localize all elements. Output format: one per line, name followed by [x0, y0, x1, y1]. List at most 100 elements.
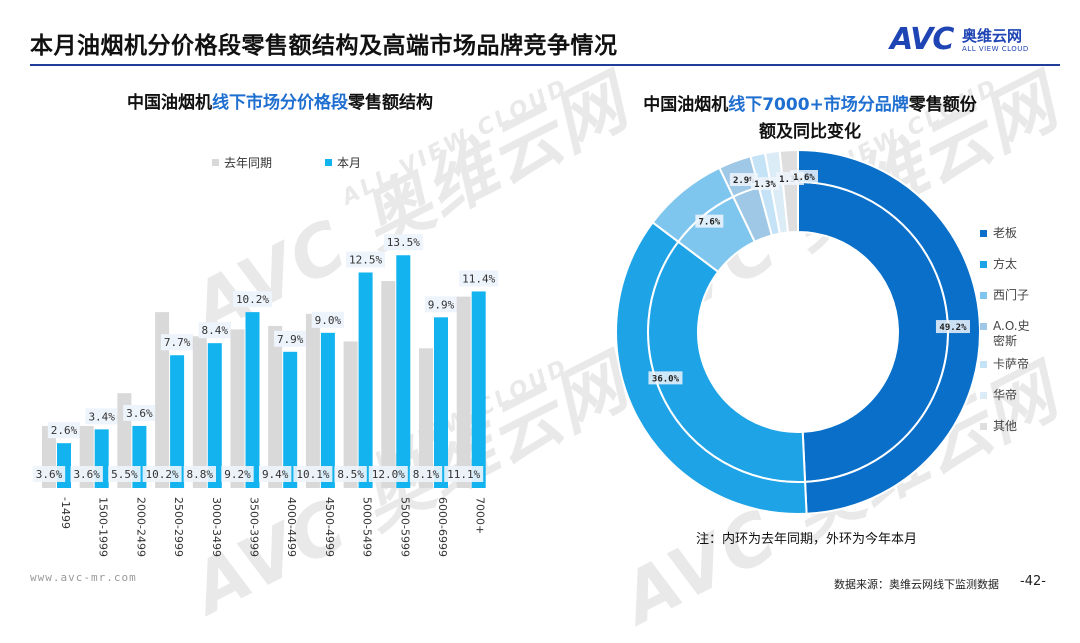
- bar-title-part2: 线下市场分价格段: [212, 93, 348, 113]
- bar-title-part1: 中国油烟机: [127, 93, 212, 113]
- donut-title-line2: 额及同比变化: [759, 122, 861, 142]
- category-label: 6000-6999: [436, 497, 449, 557]
- donut-legend-line: 其他: [993, 419, 1018, 433]
- donut-legend-swatch: [980, 323, 987, 330]
- bar-prev-label: 3.6%: [36, 468, 63, 481]
- logo-mark: AVC: [890, 22, 954, 57]
- category-label: 3000-3499: [210, 497, 223, 557]
- prev-label-bg: [221, 466, 254, 482]
- bar-curr-label: 7.9%: [277, 333, 304, 346]
- donut-legend-swatch: [980, 361, 987, 368]
- donut-legend-line: 方太: [993, 257, 1018, 271]
- legend-this-month: 本月: [325, 154, 361, 171]
- bar-curr-label: 3.4%: [88, 410, 115, 423]
- legend-swatch-prev: [212, 159, 219, 166]
- category-label: 5000-5499: [361, 497, 374, 557]
- donut-legend-item: 华帝: [980, 388, 1070, 403]
- bar-curr-label: 13.5%: [387, 236, 420, 249]
- legend-label-prev: 去年同期: [224, 156, 273, 170]
- bar-curr-label: 7.7%: [164, 336, 191, 349]
- prev-label-bg: [108, 466, 141, 482]
- bar-prev-label: 3.6%: [73, 468, 100, 481]
- bar-this-month: [358, 272, 373, 488]
- bar-chart-title: 中国油烟机线下市场分价格段零售额结构: [40, 90, 520, 117]
- bar-curr-label: 11.4%: [462, 272, 495, 285]
- donut-legend-item: 卡萨帝: [980, 357, 1070, 372]
- prev-label-bg: [183, 466, 216, 482]
- donut-chart: 49.2%36.0%7.6%2.9%1.3%1.3%1.6%: [615, 150, 980, 515]
- donut-slice-label: 7.6%: [699, 218, 721, 228]
- legend-label-curr: 本月: [337, 156, 362, 170]
- donut-legend-swatch: [980, 292, 987, 299]
- donut-title-part2: 线下7000+市场分品牌: [728, 95, 909, 115]
- prev-label-bg: [259, 466, 292, 482]
- title-divider: [30, 64, 1060, 66]
- bar-prev-label: 10.2%: [146, 468, 179, 481]
- category-label: 2500-2999: [172, 497, 185, 557]
- bar-this-month: [170, 355, 185, 488]
- donut-slice-label: 36.0%: [652, 374, 680, 384]
- donut-slice-label: 1.6%: [793, 173, 815, 183]
- bar-curr-label: 2.6%: [51, 424, 78, 437]
- donut-legend-label: 老板: [993, 226, 1037, 241]
- bar-prev-label: 8.1%: [413, 468, 440, 481]
- curr-label-bg: [383, 234, 423, 251]
- donut-legend-item: 老板: [980, 226, 1070, 241]
- prev-label-bg: [368, 466, 408, 482]
- bar-curr-label: 10.2%: [236, 293, 269, 306]
- donut-label-bg: [790, 170, 818, 183]
- donut-legend-line: 密斯: [993, 334, 1018, 348]
- legend-prev-year: 去年同期: [212, 154, 272, 171]
- bar-prev-year: [381, 281, 396, 488]
- donut-label-bg: [729, 172, 758, 186]
- category-label: 2000-2499: [134, 497, 147, 557]
- curr-label-bg: [311, 311, 345, 328]
- donut-title-part3: 零售额份: [908, 95, 977, 115]
- bar-prev-label: 8.8%: [187, 468, 214, 481]
- page-title: 本月油烟机分价格段零售额结构及高端市场品牌竞争情况: [30, 33, 618, 59]
- donut-title-part1: 中国油烟机: [643, 95, 729, 115]
- curr-label-bg: [47, 422, 81, 439]
- category-label: 1500-1999: [97, 497, 110, 557]
- donut-legend-label: 其他: [993, 419, 1037, 434]
- curr-label-bg: [198, 322, 231, 339]
- bar-this-month: [207, 343, 222, 488]
- website-url: www.avc-mr.com: [30, 571, 137, 584]
- donut-legend-swatch: [980, 230, 987, 237]
- legend-swatch-curr: [325, 159, 332, 166]
- bar-prev-label: 5.5%: [111, 468, 138, 481]
- bar-chart: 3.6% 2.6% -1499 3.6% 3.4% 1500-1999 5.5% 3.6% 20…: [32, 234, 499, 557]
- bar-prev-label: 9.4%: [262, 468, 289, 481]
- donut-legend-line: 西门子: [993, 288, 1030, 302]
- curr-label-bg: [123, 404, 156, 421]
- bar-prev-label: 8.5%: [337, 468, 364, 481]
- donut-legend-item: 方太: [980, 257, 1070, 272]
- donut-label-bg: [935, 320, 970, 334]
- prev-label-bg: [444, 466, 484, 482]
- donut-legend-line: A.O.史: [993, 319, 1030, 333]
- bar-title-part3: 零售额结构: [348, 93, 433, 113]
- bar-prev-label: 10.1%: [296, 468, 329, 481]
- bar-prev-year: [155, 312, 170, 488]
- donut-legend-label: A.O.史 密斯: [993, 319, 1037, 349]
- bar-this-month: [471, 291, 486, 488]
- curr-label-bg: [459, 270, 499, 287]
- bar-curr-label: 8.4%: [202, 324, 229, 337]
- bar-prev-year: [192, 336, 207, 488]
- prev-label-bg: [409, 466, 443, 482]
- donut-slice-label: 2.9%: [733, 176, 755, 186]
- category-label: 7000+: [474, 497, 487, 534]
- outer-ring-segment: [797, 150, 980, 515]
- donut-legend-line: 华帝: [993, 388, 1018, 402]
- curr-label-bg: [346, 251, 386, 268]
- donut-legend: 老板方太西门子 A.O.史 密斯卡萨帝华帝其他: [980, 226, 1070, 450]
- bar-prev-year: [419, 348, 433, 488]
- donut-legend-label: 卡萨帝: [993, 357, 1037, 372]
- bar-curr-label: 9.9%: [428, 298, 455, 311]
- donut-legend-swatch: [980, 423, 987, 430]
- bar-prev-label: 9.2%: [224, 468, 251, 481]
- donut-legend-swatch: [980, 261, 987, 268]
- logo-chinese: 奥维云网: [962, 27, 1023, 45]
- prev-label-bg: [334, 466, 367, 482]
- donut-slice-label: 1.3%: [754, 180, 776, 190]
